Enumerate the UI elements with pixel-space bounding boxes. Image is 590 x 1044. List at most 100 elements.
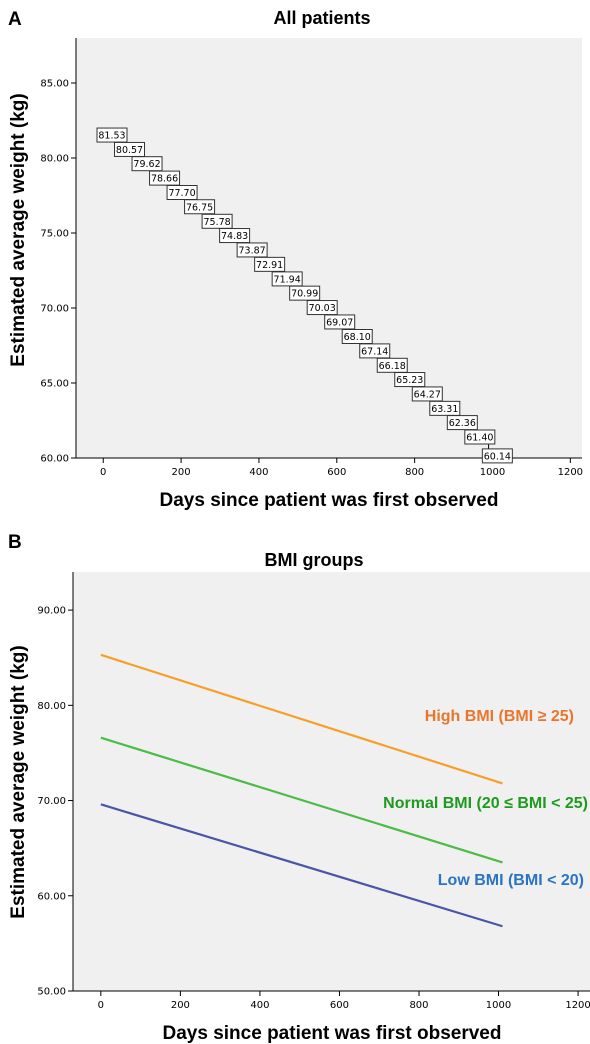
data-label-box xyxy=(96,127,128,143)
panel-b-series xyxy=(100,653,503,928)
panel-a-x-tick-label: 800 xyxy=(405,467,424,478)
panel-b-x-tick-label: 200 xyxy=(171,1000,190,1011)
data-label-box xyxy=(429,400,461,416)
panel-b-y-tick-label: 70.00 xyxy=(37,796,66,807)
data-label-box xyxy=(481,448,513,464)
data-label-text: 77.70 xyxy=(168,188,195,199)
series-line-low-bmi xyxy=(100,803,503,928)
panel-a-y-tick-label: 75.00 xyxy=(40,229,69,240)
data-label-box xyxy=(394,372,426,388)
data-label-box xyxy=(341,329,373,344)
panel-a-x-tick-label: 200 xyxy=(172,467,191,478)
data-label-box xyxy=(464,429,496,445)
data-label-box xyxy=(114,141,146,157)
data-label-box xyxy=(324,314,356,330)
legend-label-low-bmi: Low BMI (BMI < 20) xyxy=(438,872,584,889)
panel-a-data-label: 80.57 xyxy=(114,141,146,157)
panel-a-data-label: 71.94 xyxy=(271,271,303,287)
panel-b-x-tick-label: 400 xyxy=(250,1000,269,1011)
data-label-text: 75.78 xyxy=(203,217,230,228)
panel-a-x-tick-label: 400 xyxy=(249,467,268,478)
panel-b-y-axis-label: Estimated average weight (kg) xyxy=(8,645,29,918)
data-label-box xyxy=(359,343,391,359)
panel-a-x-axis-label: Days since patient was first observed xyxy=(160,490,499,511)
data-label-box xyxy=(376,357,408,373)
panel-a-data-label: 81.53 xyxy=(96,127,128,143)
panel-a-y-tick-label: 60.00 xyxy=(40,454,69,465)
panel-a-title: All patients xyxy=(273,8,370,28)
panel-b-x-tick-label: 800 xyxy=(409,1000,428,1011)
data-label-box xyxy=(166,185,198,200)
panel-a-data-label: 74.83 xyxy=(219,228,251,244)
panel-a-data-label: 68.10 xyxy=(341,329,373,344)
panel-a-y-tick-label: 85.00 xyxy=(40,79,69,90)
data-label-box xyxy=(289,285,321,301)
panel-b-y-tick-label: 60.00 xyxy=(37,891,66,902)
data-label-text: 72.91 xyxy=(256,260,283,271)
data-label-box xyxy=(446,415,478,431)
data-label-text: 60.14 xyxy=(484,451,511,462)
panel-b-x-tick-label: 0 xyxy=(98,1000,104,1011)
data-label-text: 61.40 xyxy=(466,433,493,444)
data-label-text: 79.62 xyxy=(133,159,160,170)
panel-b-x-axis-label: Days since patient was first observed xyxy=(163,1023,502,1044)
panel-a-letter: A xyxy=(8,9,22,30)
data-label-text: 62.36 xyxy=(449,418,476,429)
panel-a-plot-area xyxy=(76,38,582,458)
panel-a-x-tick-label: 600 xyxy=(327,467,346,478)
panel-a-data-label: 69.07 xyxy=(324,314,356,330)
data-label-text: 63.31 xyxy=(431,404,458,415)
panel-a-data-label: 65.23 xyxy=(394,372,426,388)
panel-a-y-tick-label: 70.00 xyxy=(40,304,69,315)
panel-a-data-label: 75.78 xyxy=(201,213,233,229)
data-label-text: 64.27 xyxy=(414,389,441,400)
panel-a-data-label: 70.99 xyxy=(289,285,321,301)
legend-label-high-bmi: High BMI (BMI ≥ 25) xyxy=(425,708,574,725)
data-label-box xyxy=(271,271,303,287)
panel-a-data-label: 66.18 xyxy=(376,357,408,373)
panel-b-x-tick-label: 1000 xyxy=(486,1000,511,1011)
data-label-text: 66.18 xyxy=(379,361,406,372)
data-label-text: 73.87 xyxy=(239,245,266,256)
data-label-text: 67.14 xyxy=(361,346,388,357)
panel-b-axes: 50.00 60.00 70.00 80.00 90.00 0 200 400 600 800 10… xyxy=(37,572,590,1011)
panel-a-x-tick-label: 1200 xyxy=(558,467,583,478)
data-label-text: 70.03 xyxy=(309,303,336,314)
panel-a-x-tick-label: 1000 xyxy=(480,467,505,478)
data-label-box xyxy=(411,386,443,402)
panel-a-data-label: 70.03 xyxy=(306,300,338,316)
data-label-text: 68.10 xyxy=(344,332,371,343)
data-label-box xyxy=(254,256,286,272)
panel-a-data-label: 62.36 xyxy=(446,415,478,431)
panel-a-axes: 60.00 65.00 70.00 75.00 80.00 85.00 0 200 400 600… xyxy=(40,38,583,478)
data-label-box xyxy=(201,213,233,229)
panel-a-data-label: 67.14 xyxy=(359,343,391,359)
series-line-high-bmi xyxy=(100,653,503,785)
panel-a-y-axis-label: Estimated average weight (kg) xyxy=(8,93,29,366)
panel-a-data-label: 61.40 xyxy=(464,429,496,445)
panel-a-data-label: 72.91 xyxy=(254,256,286,272)
panel-b-x-tick-label: 600 xyxy=(330,1000,349,1011)
panel-b-y-tick-label: 90.00 xyxy=(37,606,66,617)
panel-b-letter: B xyxy=(8,532,22,553)
data-label-text: 81.53 xyxy=(98,131,125,142)
series-line-normal-bmi xyxy=(100,736,503,864)
data-label-box xyxy=(131,156,163,172)
data-label-box xyxy=(236,242,268,258)
panel-b-y-tick-label: 80.00 xyxy=(37,701,66,712)
panel-b-plot-area xyxy=(73,572,590,991)
panel-a-data-label: 79.62 xyxy=(131,156,163,172)
panel-b-y-tick-label: 50.00 xyxy=(37,987,66,998)
data-label-text: 71.94 xyxy=(274,274,301,285)
panel-a-data-label: 76.75 xyxy=(184,199,216,215)
panel-a-data-label: 77.70 xyxy=(166,185,198,200)
panel-a-y-tick-label: 80.00 xyxy=(40,154,69,165)
legend-label-normal-bmi: Normal BMI (20 ≤ BMI < 25) xyxy=(383,795,588,812)
data-label-text: 70.99 xyxy=(291,289,318,300)
panel-b-x-tick-label: 1200 xyxy=(565,1000,590,1011)
data-label-box xyxy=(306,300,338,316)
data-label-text: 76.75 xyxy=(186,202,213,213)
data-label-text: 78.66 xyxy=(151,174,178,185)
data-label-text: 80.57 xyxy=(116,145,143,156)
